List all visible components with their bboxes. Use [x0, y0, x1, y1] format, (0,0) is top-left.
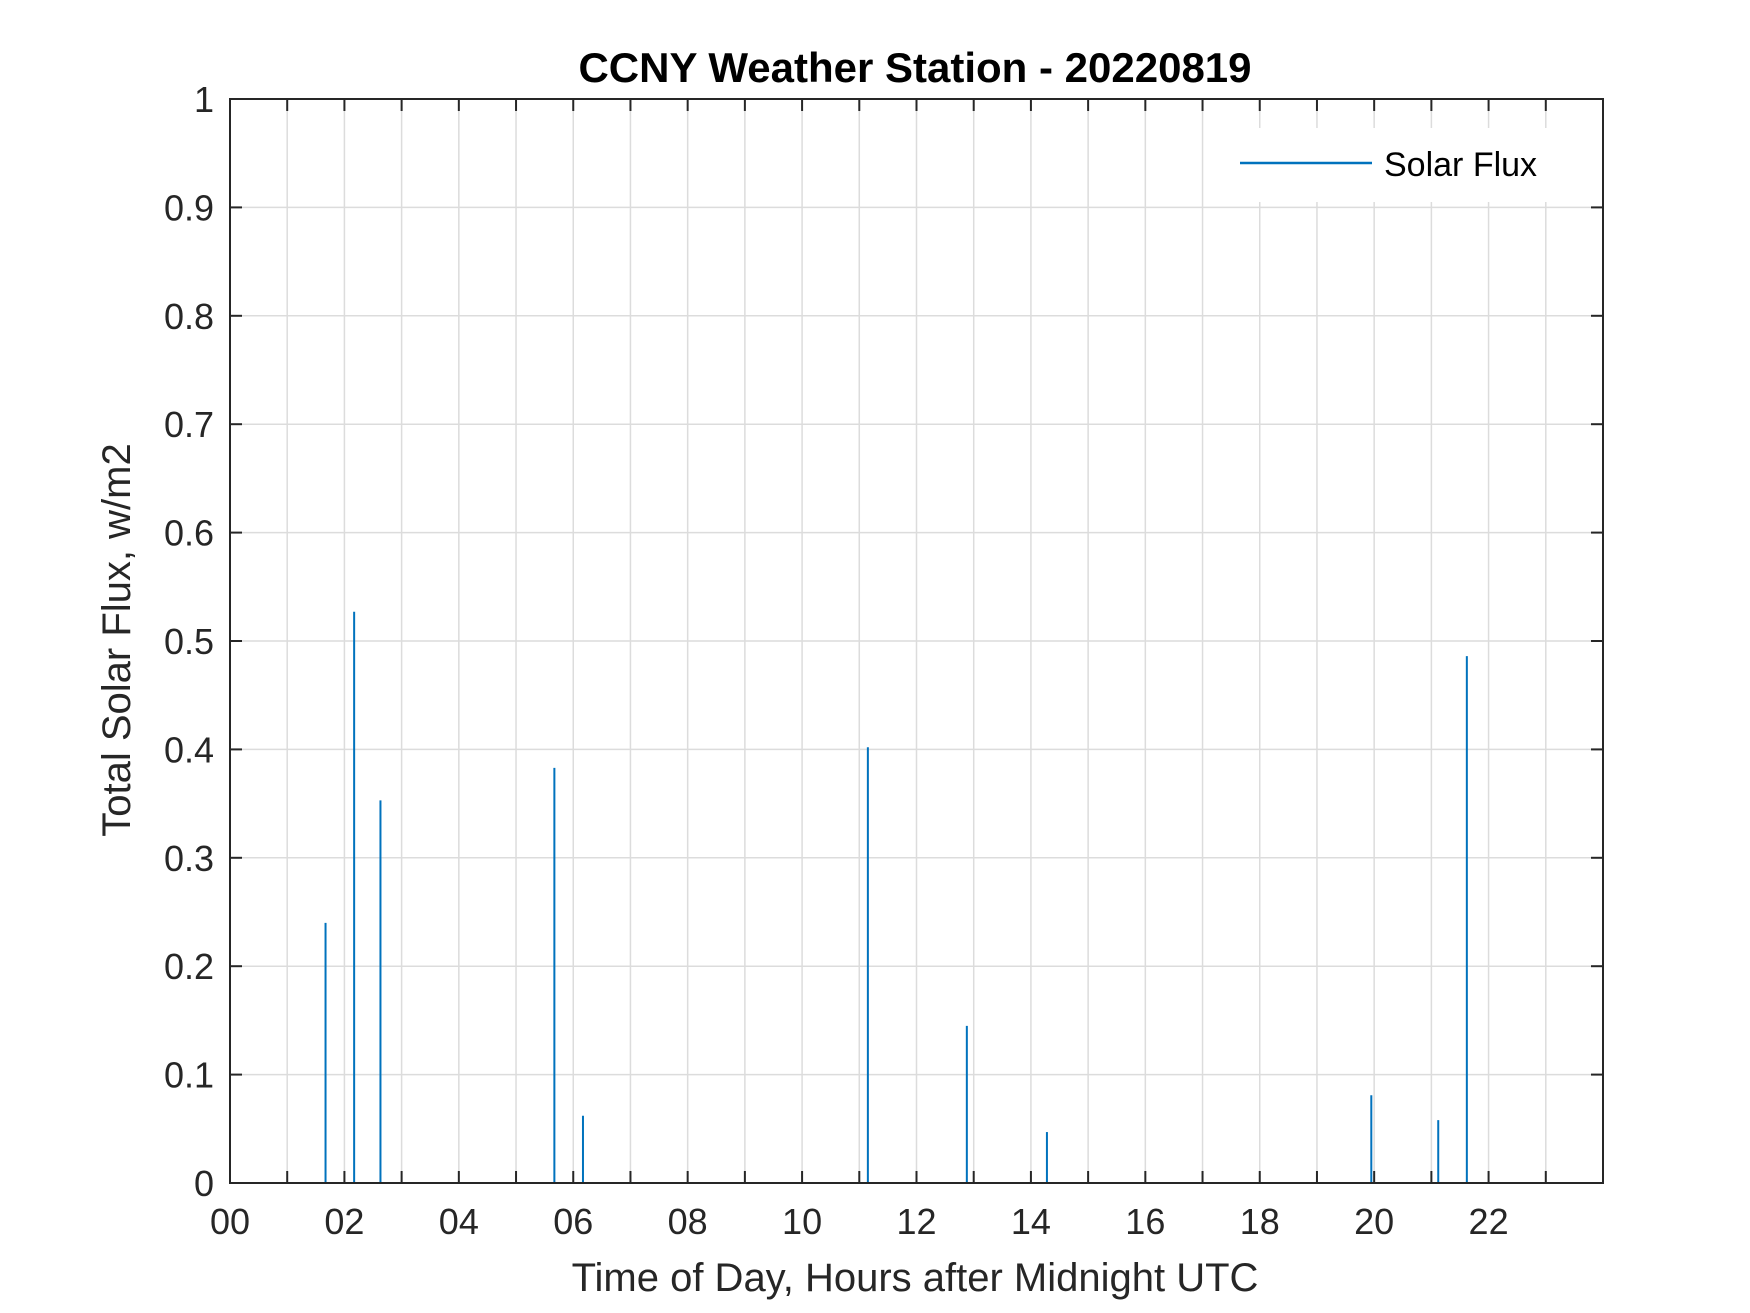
- x-tick-label: 16: [1125, 1201, 1165, 1242]
- y-tick-label: 0.1: [164, 1055, 214, 1096]
- y-tick-label: 0.2: [164, 946, 214, 987]
- x-tick-label: 14: [1011, 1201, 1051, 1242]
- legend: Solar Flux: [1215, 128, 1575, 202]
- x-tick-label: 12: [896, 1201, 936, 1242]
- series-solar-flux: [324, 611, 1468, 1183]
- y-tick-label: 0.8: [164, 296, 214, 337]
- y-tick-label: 0.3: [164, 838, 214, 879]
- x-tick-label: 18: [1240, 1201, 1280, 1242]
- chart-title: CCNY Weather Station - 20220819: [578, 44, 1251, 91]
- y-tick-label: 0.4: [164, 729, 214, 770]
- y-tick-label: 0.9: [164, 187, 214, 228]
- x-tick-label: 20: [1354, 1201, 1394, 1242]
- y-axis-tick-labels: 0 0.1 0.2 0.3 0.4 0.5 0.6 0.7 0.8 0.9 1: [164, 79, 214, 1204]
- x-axis-label: Time of Day, Hours after Midnight UTC: [572, 1256, 1259, 1300]
- y-tick-label: 0.6: [164, 513, 214, 554]
- x-tick-label: 22: [1469, 1201, 1509, 1242]
- grid: [230, 99, 1603, 1183]
- legend-box: [1215, 128, 1575, 202]
- legend-label-solar-flux: Solar Flux: [1384, 146, 1537, 184]
- x-tick-label: 04: [439, 1201, 479, 1242]
- x-axis-tick-labels: 00 02 04 06 08 10 12 14 16 18 20 22: [210, 1201, 1509, 1242]
- x-tick-label: 06: [553, 1201, 593, 1242]
- y-tick-label: 0.7: [164, 404, 214, 445]
- y-axis-label: Total Solar Flux, w/m2: [95, 443, 139, 836]
- axis-ticks: [230, 98, 1603, 1184]
- x-tick-label: 00: [210, 1201, 250, 1242]
- x-tick-label: 08: [668, 1201, 708, 1242]
- x-tick-label: 02: [324, 1201, 364, 1242]
- y-tick-label: 0.5: [164, 621, 214, 662]
- y-tick-label: 1: [194, 79, 214, 120]
- y-tick-label: 0: [194, 1163, 214, 1204]
- x-tick-label: 10: [782, 1201, 822, 1242]
